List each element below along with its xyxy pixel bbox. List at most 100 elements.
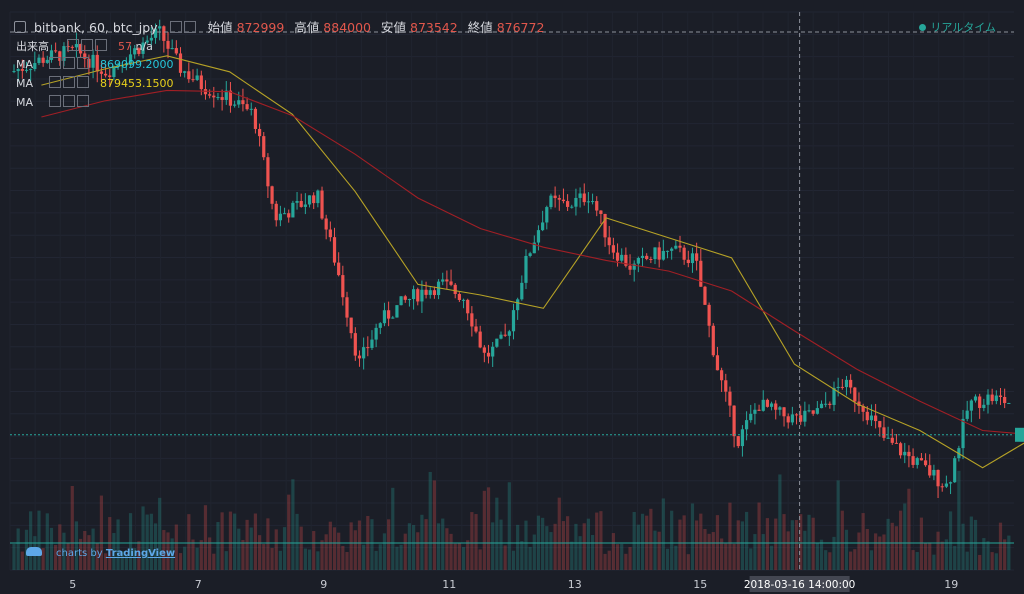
volume-bar: [624, 553, 628, 570]
settings-icon[interactable]: [183, 21, 196, 33]
volume-bar: [853, 549, 857, 570]
close-icon[interactable]: [76, 95, 89, 107]
candle: [245, 104, 249, 110]
close-icon[interactable]: [76, 57, 89, 69]
volume-bar: [441, 518, 445, 570]
volume-bar: [790, 520, 794, 570]
volume-bar: [849, 551, 853, 570]
volume-bar: [349, 522, 353, 570]
volume-bar: [49, 527, 54, 570]
volume-bar: [528, 546, 532, 570]
candle: [1003, 396, 1007, 404]
volume-bar: [590, 534, 595, 570]
volume-bar: [720, 538, 724, 570]
volume-bar: [83, 530, 87, 570]
volume-bar: [324, 534, 328, 570]
volume-bar: [586, 518, 591, 570]
volume-bar: [615, 544, 620, 570]
candle: [549, 195, 553, 208]
volume-bar: [378, 544, 382, 570]
candle: [840, 386, 844, 388]
candle: [507, 331, 511, 336]
candle: [545, 207, 549, 223]
candle: [470, 313, 474, 327]
visibility-icon[interactable]: [48, 76, 61, 88]
close-icon[interactable]: [94, 39, 107, 51]
volume-bar: [894, 526, 899, 570]
candle: [1007, 402, 1011, 404]
candle: [216, 97, 220, 99]
volume-bar: [940, 541, 944, 570]
volume-bar: [374, 550, 378, 570]
volume-bar: [840, 510, 844, 570]
volume-bar: [212, 553, 216, 570]
volume-bar: [803, 530, 807, 570]
settings-icon[interactable]: [62, 95, 75, 107]
volume-bar: [124, 554, 128, 570]
volume-bar: [262, 544, 266, 570]
candle: [312, 195, 316, 204]
volume-bar: [557, 497, 561, 570]
candle: [274, 203, 278, 221]
open-value: 872999: [236, 20, 285, 35]
candle: [66, 46, 70, 48]
volume-bar: [158, 497, 162, 570]
volume-bar: [986, 541, 990, 570]
volume-bar: [257, 535, 262, 570]
candle: [162, 26, 166, 41]
volume-bar: [282, 527, 287, 570]
chart-menu-icon[interactable]: [14, 21, 26, 33]
volume-bar: [253, 513, 258, 570]
volume-bar: [765, 518, 769, 570]
volume-bar: [208, 537, 212, 570]
volume-bar: [266, 518, 270, 570]
high-value: 884000: [323, 20, 372, 35]
volume-bar: [953, 545, 957, 570]
candle: [328, 229, 332, 238]
candle: [815, 408, 819, 414]
volume-bar: [416, 532, 420, 570]
candle: [366, 347, 370, 349]
realtime-indicator[interactable]: リアルタイム: [919, 19, 996, 35]
volume-bar: [103, 553, 108, 570]
settings-icon[interactable]: [62, 57, 75, 69]
volume-bar: [799, 514, 803, 570]
candle: [824, 403, 828, 405]
candle: [978, 396, 982, 408]
visibility-icon[interactable]: [66, 39, 79, 51]
candle: [374, 327, 378, 340]
volume-bar: [744, 511, 749, 570]
candle: [620, 254, 624, 261]
settings-icon[interactable]: [169, 21, 182, 33]
candle: [70, 46, 74, 48]
ma-line: [41, 89, 1024, 435]
candle: [212, 95, 216, 98]
candle: [187, 71, 191, 80]
volume-bar: [857, 532, 861, 570]
candle: [944, 483, 948, 487]
candle: [291, 202, 295, 218]
ma-line: [41, 55, 1024, 469]
visibility-icon[interactable]: [48, 57, 61, 69]
indicator-value: 879453.1500: [100, 77, 174, 90]
candle: [732, 405, 736, 437]
x-tick-label: 15: [693, 578, 707, 591]
candle: [178, 53, 183, 73]
candle: [657, 247, 661, 260]
visibility-icon[interactable]: [48, 95, 61, 107]
symbol-label[interactable]: bitbank, 60, btc_jpy: [33, 20, 158, 35]
settings-icon[interactable]: [62, 76, 75, 88]
volume-bar: [274, 529, 278, 570]
volume-bar: [149, 513, 153, 570]
volume-bar: [973, 519, 978, 570]
tradingview-branding[interactable]: charts by TradingView: [26, 547, 175, 559]
volume-bar: [141, 506, 145, 570]
volume-bar: [195, 547, 199, 570]
close-icon[interactable]: [76, 76, 89, 88]
brand-name[interactable]: TradingView: [105, 548, 176, 559]
settings-icon[interactable]: [80, 39, 93, 51]
volume-bar: [869, 550, 874, 570]
candle: [307, 195, 312, 205]
